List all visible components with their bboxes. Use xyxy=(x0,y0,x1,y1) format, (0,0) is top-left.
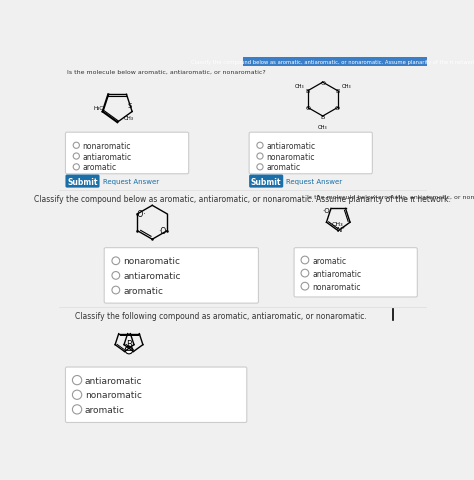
Text: Request Answer: Request Answer xyxy=(103,179,159,185)
FancyBboxPatch shape xyxy=(249,175,283,188)
FancyBboxPatch shape xyxy=(249,133,373,174)
Text: nonaromatic: nonaromatic xyxy=(124,257,181,266)
Text: ·O·: ·O· xyxy=(159,227,169,236)
Bar xyxy=(243,58,427,67)
Text: Request Answer: Request Answer xyxy=(286,179,342,185)
Text: Is the molecule below aromatic, antiaromatic, or nonaromatic?: Is the molecule below aromatic, antiarom… xyxy=(307,194,474,199)
FancyBboxPatch shape xyxy=(65,133,189,174)
Text: Classify the compound below as aromatic, antiaromatic, or nonaromatic. Assume pl: Classify the compound below as aromatic,… xyxy=(191,60,474,65)
Text: nonaromatic: nonaromatic xyxy=(313,282,361,291)
Text: CH₃: CH₃ xyxy=(331,222,343,227)
Text: CH₃: CH₃ xyxy=(124,116,134,121)
Text: S: S xyxy=(127,103,131,109)
Text: CH₃: CH₃ xyxy=(294,84,304,89)
Text: B: B xyxy=(126,339,132,348)
Text: N⁺: N⁺ xyxy=(337,227,346,233)
Text: antiaromatic: antiaromatic xyxy=(266,142,315,150)
Text: nonaromatic: nonaromatic xyxy=(82,142,131,150)
Text: aromatic: aromatic xyxy=(313,256,347,265)
Circle shape xyxy=(125,347,133,354)
Text: antiaromatic: antiaromatic xyxy=(124,271,181,280)
Text: B: B xyxy=(306,89,310,94)
FancyBboxPatch shape xyxy=(294,248,417,297)
FancyBboxPatch shape xyxy=(104,248,258,303)
Text: nonaromatic: nonaromatic xyxy=(266,152,315,161)
Text: antiaromatic: antiaromatic xyxy=(82,152,132,161)
Text: O: O xyxy=(335,106,340,111)
Text: CH₃: CH₃ xyxy=(341,84,351,89)
Text: H₃C: H₃C xyxy=(93,106,103,111)
Text: aromatic: aromatic xyxy=(124,286,164,295)
Text: Classify the following compound as aromatic, antiaromatic, or nonaromatic.: Classify the following compound as aroma… xyxy=(75,311,366,320)
Text: ·O·: ·O· xyxy=(322,207,332,214)
Text: O: O xyxy=(305,106,310,111)
Text: O: O xyxy=(320,81,325,85)
Text: B: B xyxy=(320,114,325,119)
Text: aromatic: aromatic xyxy=(82,163,117,172)
Text: nonaromatic: nonaromatic xyxy=(85,390,142,399)
Text: aromatic: aromatic xyxy=(85,405,125,414)
Text: aromatic: aromatic xyxy=(266,163,301,172)
Text: antiaromatic: antiaromatic xyxy=(313,269,362,278)
Text: CH₃: CH₃ xyxy=(318,124,328,129)
Text: Classify the compound below as aromatic, antiaromatic, or nonaromatic. Assume pl: Classify the compound below as aromatic,… xyxy=(35,194,451,204)
FancyBboxPatch shape xyxy=(65,367,247,422)
FancyBboxPatch shape xyxy=(65,175,100,188)
Text: Submit: Submit xyxy=(251,177,282,186)
Text: Submit: Submit xyxy=(67,177,98,186)
Text: ·O·: ·O· xyxy=(135,210,146,219)
Text: −: − xyxy=(125,345,133,355)
Text: Is the molecule below aromatic, antiaromatic, or nonaromatic?: Is the molecule below aromatic, antiarom… xyxy=(67,69,266,74)
Text: antiaromatic: antiaromatic xyxy=(85,376,142,385)
Text: B: B xyxy=(336,89,340,94)
